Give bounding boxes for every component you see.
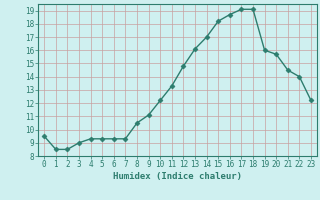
X-axis label: Humidex (Indice chaleur): Humidex (Indice chaleur)	[113, 172, 242, 181]
